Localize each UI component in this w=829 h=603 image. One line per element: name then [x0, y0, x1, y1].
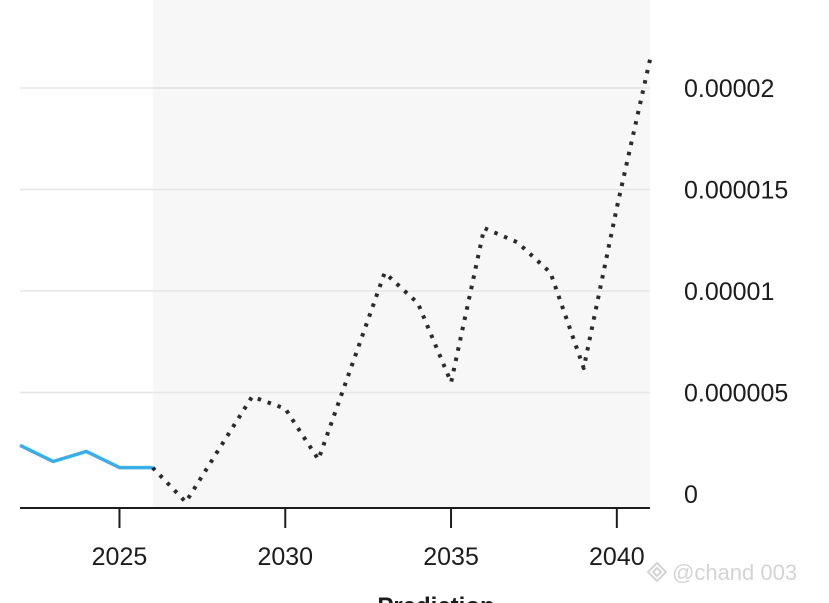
- history-series-line: [19, 443, 153, 470]
- watermark: @chand 003: [646, 560, 797, 586]
- x-tick-label: 2035: [423, 543, 479, 571]
- y-tick-label: 0.000015: [684, 177, 788, 205]
- y-axis-ticks: 0 0.000005 0.00001 0.000015 0.00002: [684, 75, 788, 509]
- x-axis-ticks: 2025 2030 2035 2040: [92, 508, 645, 571]
- x-tick-label: 2025: [92, 543, 148, 571]
- series-lines: [19, 59, 652, 505]
- x-tick-label: 2040: [589, 543, 645, 571]
- y-tick-label: 0.00002: [684, 75, 774, 103]
- y-tick-label: 0: [684, 481, 698, 509]
- watermark-text: @chand 003: [672, 560, 798, 585]
- y-tick-label: 0.00001: [684, 278, 774, 306]
- x-tick-label: 2030: [257, 543, 313, 571]
- y-tick-label: 0.000005: [684, 380, 788, 408]
- gridlines: [20, 87, 650, 394]
- prediction-region-shade: [152, 0, 650, 508]
- diamond-logo-icon: [646, 561, 668, 583]
- x-axis-title: Prediction: [377, 593, 494, 603]
